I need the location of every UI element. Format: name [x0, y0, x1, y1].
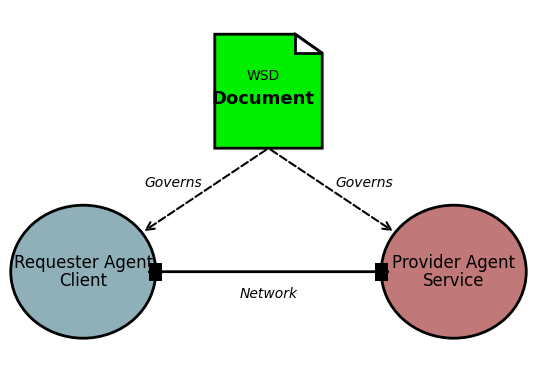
- Text: Requester Agent: Requester Agent: [13, 254, 153, 272]
- Text: Document: Document: [212, 90, 315, 108]
- Text: Provider Agent: Provider Agent: [392, 254, 516, 272]
- Text: WSD: WSD: [246, 69, 280, 83]
- Text: Service: Service: [423, 272, 484, 290]
- Polygon shape: [295, 34, 322, 53]
- Bar: [149, 263, 162, 281]
- Text: Governs: Governs: [335, 176, 393, 190]
- Ellipse shape: [11, 205, 156, 338]
- Polygon shape: [215, 34, 322, 148]
- Text: Client: Client: [59, 272, 107, 290]
- Ellipse shape: [381, 205, 526, 338]
- Bar: [375, 263, 388, 281]
- Text: Governs: Governs: [144, 176, 202, 190]
- Text: Network: Network: [240, 288, 297, 301]
